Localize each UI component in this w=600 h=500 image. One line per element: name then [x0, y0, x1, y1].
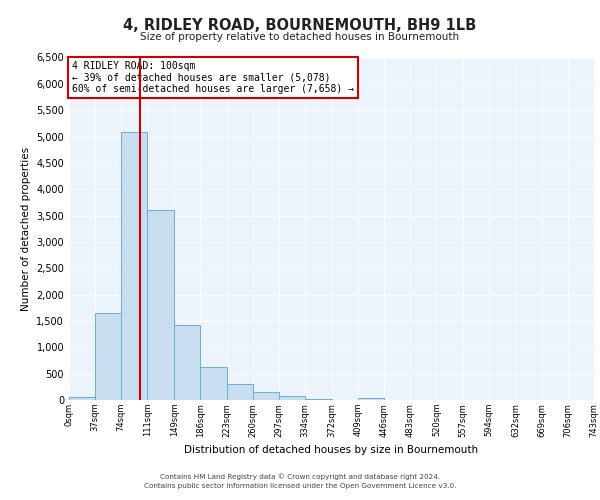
Text: Size of property relative to detached houses in Bournemouth: Size of property relative to detached ho… — [140, 32, 460, 42]
Bar — [358, 398, 384, 400]
Text: 4, RIDLEY ROAD, BOURNEMOUTH, BH9 1LB: 4, RIDLEY ROAD, BOURNEMOUTH, BH9 1LB — [124, 18, 476, 32]
Bar — [174, 325, 200, 400]
Bar — [279, 396, 305, 400]
Bar — [148, 210, 174, 400]
Y-axis label: Number of detached properties: Number of detached properties — [21, 146, 31, 311]
Bar — [121, 132, 148, 400]
Bar — [69, 398, 95, 400]
Bar — [227, 384, 253, 400]
Bar — [95, 313, 121, 400]
Bar — [253, 392, 279, 400]
Text: Contains HM Land Registry data © Crown copyright and database right 2024.
Contai: Contains HM Land Registry data © Crown c… — [144, 474, 456, 489]
Text: 4 RIDLEY ROAD: 100sqm
← 39% of detached houses are smaller (5,078)
60% of semi-d: 4 RIDLEY ROAD: 100sqm ← 39% of detached … — [71, 61, 353, 94]
X-axis label: Distribution of detached houses by size in Bournemouth: Distribution of detached houses by size … — [184, 445, 479, 455]
Bar — [200, 368, 227, 400]
